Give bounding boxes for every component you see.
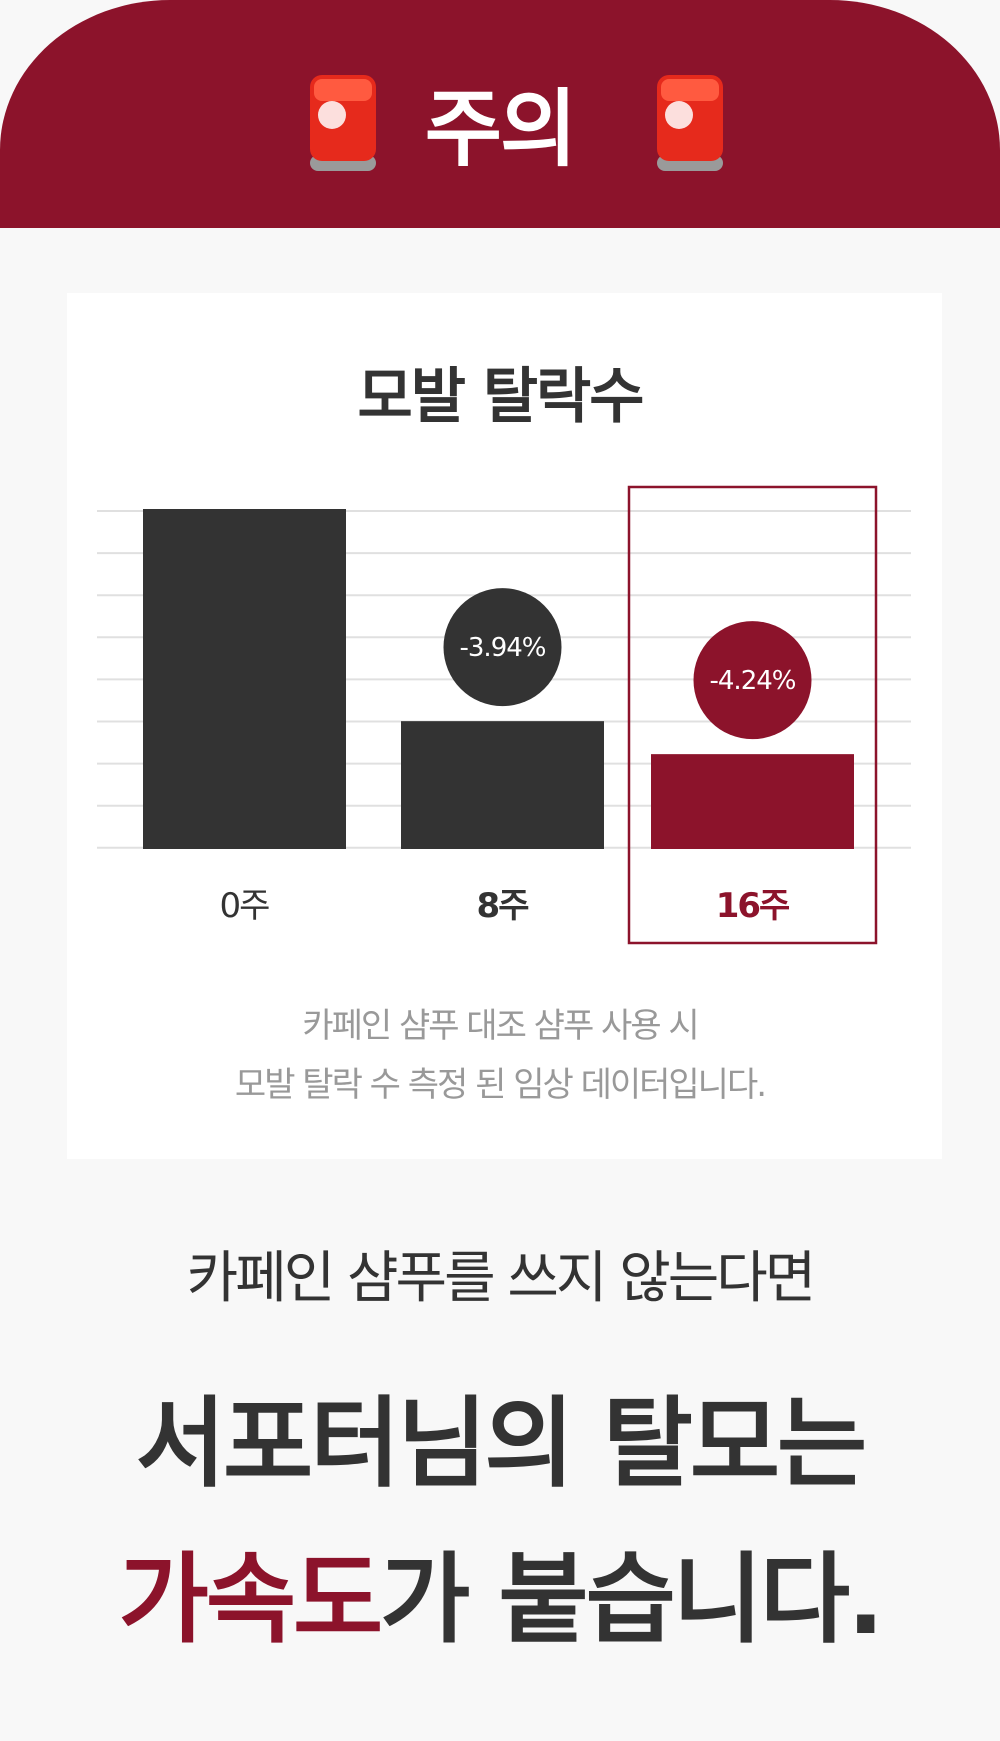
data-label-bubble: [693, 621, 812, 740]
category-label: 8주: [476, 886, 530, 926]
header-title: 주의: [424, 80, 578, 178]
message-headline: 가속도가 붙습니다.: [0, 1520, 1000, 1662]
data-label: -4.24%: [710, 666, 796, 696]
accent-text: 가속도: [118, 1543, 383, 1657]
category-label: 0주: [219, 886, 271, 926]
bar: [401, 721, 604, 849]
data-label-bubble: [443, 588, 562, 707]
police-siren-icon: [310, 75, 376, 171]
category-label: 16주: [715, 886, 791, 926]
bar-chart: -3.94% -4.24%: [97, 485, 911, 945]
chart-title: 모발 탈락수: [357, 362, 645, 432]
bar: [651, 754, 854, 849]
bar: [143, 509, 346, 849]
caption-line: 카페인 샴푸 대조 샴푸 사용 시: [302, 1006, 699, 1046]
police-siren-icon: [657, 75, 723, 171]
message-line: 카페인 샴푸를 쓰지 않는다면: [186, 1246, 817, 1311]
caption-line: 모발 탈락 수 측정 된 임상 데이터입니다.: [234, 1065, 767, 1105]
header-banner: 주의: [0, 0, 1000, 228]
headline-rest: 가 붙습니다.: [380, 1543, 884, 1657]
data-label: -3.94%: [460, 633, 546, 663]
highlight-box: [627, 485, 878, 945]
message-headline: 서포터님의 탈모는: [135, 1387, 867, 1501]
